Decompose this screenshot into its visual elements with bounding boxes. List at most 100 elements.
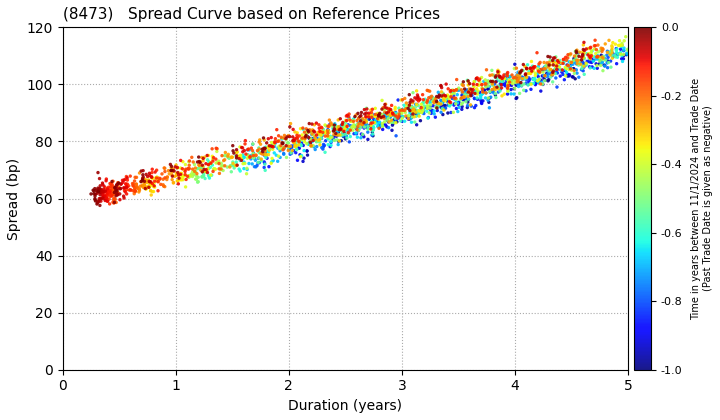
Point [346,124,357,131]
Point [502,69,513,76]
Point [431,98,442,105]
Point [425,102,436,108]
Point [472,91,483,97]
Point [89,188,100,194]
Point [320,133,331,139]
Point [266,139,277,146]
Point [355,123,366,130]
Point [87,187,99,194]
Point [191,170,202,177]
Point [318,126,329,133]
Point [418,110,430,117]
Point [125,173,136,179]
Point [319,149,330,156]
Point [299,138,310,145]
Point [548,58,559,65]
Point [94,187,105,194]
Point [494,84,505,91]
Point [393,105,405,112]
Point [510,65,522,71]
Point [333,129,344,136]
Point [312,137,324,144]
Point [140,186,152,192]
Point [566,59,577,66]
Point [228,147,239,154]
Point [308,128,320,134]
Point [618,37,630,44]
Point [159,183,171,190]
Point [548,59,559,66]
Point [370,117,382,124]
Point [592,53,603,60]
Point [261,151,272,158]
Point [103,184,114,191]
Point [616,40,628,47]
Point [197,168,208,175]
Point [159,165,171,172]
Point [340,119,351,126]
Point [182,173,194,180]
Point [480,82,492,89]
Point [92,186,104,193]
Point [410,104,421,111]
Point [275,142,287,149]
Point [94,195,105,202]
Point [136,182,148,189]
Point [453,99,464,106]
Point [564,63,576,70]
Point [444,100,455,106]
Point [433,100,444,107]
Point [590,56,602,63]
Point [207,145,218,152]
Point [102,198,114,205]
Point [372,116,383,123]
Point [397,113,408,120]
Point [348,123,359,130]
Point [539,66,551,72]
Point [562,51,574,58]
Point [576,54,588,60]
Point [200,166,212,173]
Point [255,150,266,157]
Point [497,78,508,84]
Point [390,106,401,113]
Point [554,57,565,64]
Point [325,142,337,149]
Point [428,98,440,105]
Point [433,93,445,100]
Point [98,186,109,192]
Point [399,95,410,102]
Point [122,177,133,184]
Point [512,72,523,79]
Point [404,104,415,111]
Point [204,159,216,166]
Point [586,63,598,70]
Point [264,142,275,149]
Point [423,114,434,121]
Point [561,66,572,72]
Point [417,100,428,106]
Point [112,189,123,196]
Point [379,121,391,128]
Point [326,134,338,141]
Point [428,108,440,115]
Point [489,84,500,91]
Point [138,177,150,184]
Point [508,65,520,72]
Point [529,63,541,70]
Point [323,117,335,123]
Point [533,63,544,70]
Point [505,90,517,97]
Point [584,55,595,62]
Point [188,171,199,178]
Point [298,147,310,154]
Point [290,150,302,156]
Point [118,193,130,199]
Point [118,184,130,191]
Point [461,89,472,96]
Point [373,120,384,126]
Point [174,170,186,177]
Point [212,159,223,166]
Point [478,78,490,85]
Point [330,130,341,137]
